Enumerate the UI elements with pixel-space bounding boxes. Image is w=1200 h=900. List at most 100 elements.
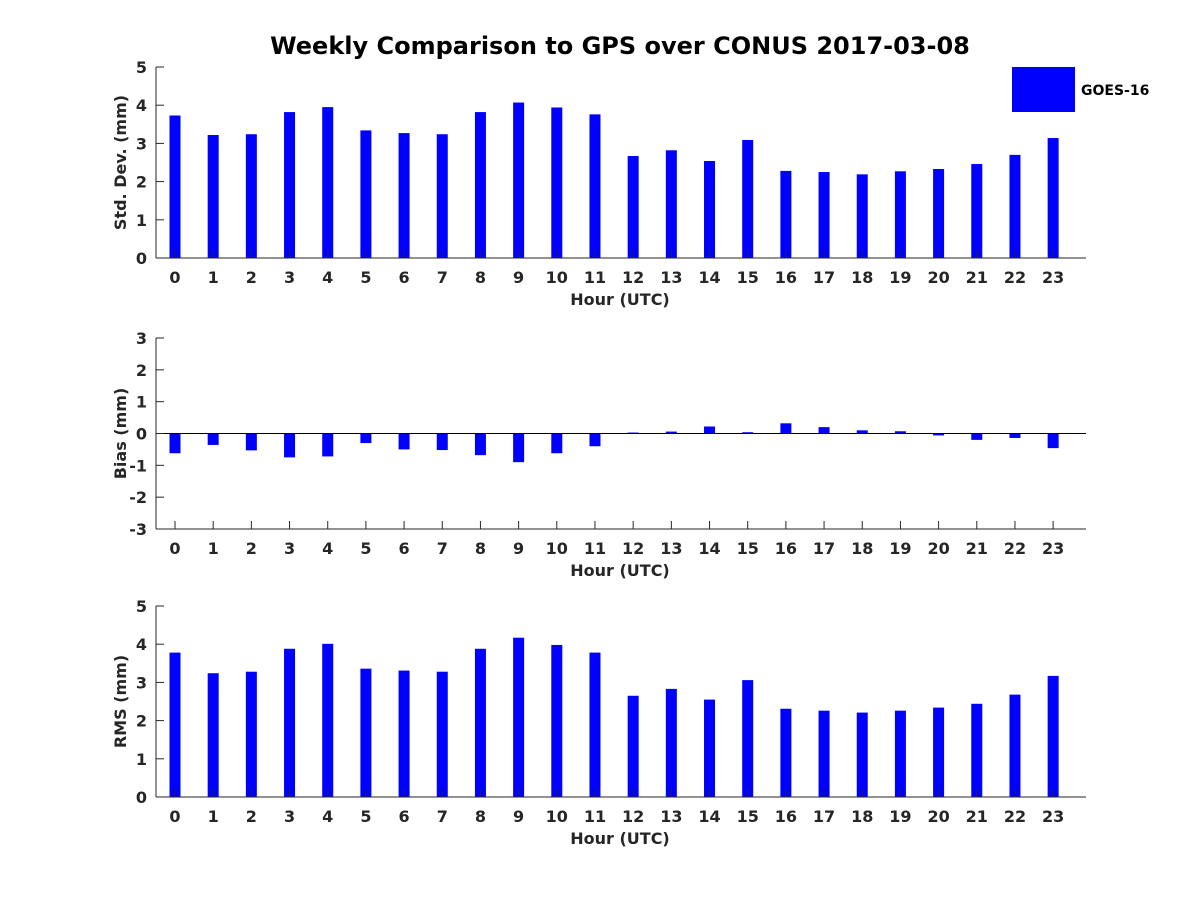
rms-bar-20 <box>933 707 945 797</box>
std-xtick-label: 11 <box>584 268 606 287</box>
bias-xtick-label: 7 <box>437 539 448 558</box>
bias-ytick-label: 2 <box>136 361 147 380</box>
rms-bar-4 <box>322 643 334 797</box>
bias-bar-10 <box>551 433 563 454</box>
bias-bar-16 <box>780 423 792 434</box>
rms-bar-15 <box>742 680 754 797</box>
bias-ytick-label: -2 <box>129 488 147 507</box>
rms-xtick-label: 23 <box>1042 807 1064 826</box>
bias-bar-2 <box>245 433 257 451</box>
rms-bar-16 <box>780 708 792 797</box>
bias-xtick-label: 13 <box>660 539 682 558</box>
std-xtick-label: 6 <box>399 268 410 287</box>
rms-xtick-label: 2 <box>246 807 257 826</box>
bias-xtick-label: 1 <box>208 539 219 558</box>
std-bar-11 <box>589 114 601 259</box>
std-xtick-label: 18 <box>851 268 873 287</box>
bias-bar-17 <box>818 427 830 434</box>
rms-xtick-label: 14 <box>698 807 720 826</box>
bias-bar-9 <box>513 433 525 463</box>
std-xtick-label: 19 <box>889 268 911 287</box>
std-xtick-label: 5 <box>360 268 371 287</box>
std-bar-4 <box>322 107 334 258</box>
rms-bar-21 <box>971 703 983 797</box>
rms-bar-12 <box>627 695 639 797</box>
std-ytick-label: 4 <box>136 96 147 115</box>
bias-bar-22 <box>1009 433 1021 438</box>
std-xtick-label: 20 <box>927 268 949 287</box>
bias-bar-11 <box>589 433 601 447</box>
std-xtick-label: 16 <box>775 268 797 287</box>
rms-xtick-label: 9 <box>513 807 524 826</box>
bias-xtick-label: 16 <box>775 539 797 558</box>
std-ytick-label: 2 <box>136 173 147 192</box>
std-bar-17 <box>818 172 830 258</box>
rms-ytick-label: 4 <box>136 635 147 654</box>
legend-label: GOES-16 <box>1081 83 1149 99</box>
bias-xtick-label: 15 <box>737 539 759 558</box>
rms-bar-7 <box>436 671 448 797</box>
bias-bar-21 <box>971 433 983 440</box>
rms-bar-13 <box>665 688 677 797</box>
std-bar-21 <box>971 164 983 258</box>
bias-xtick-label: 12 <box>622 539 644 558</box>
bias-xtick-label: 23 <box>1042 539 1064 558</box>
std-bar-10 <box>551 107 563 259</box>
std-xtick-label: 13 <box>660 268 682 287</box>
bias-xtick-label: 19 <box>889 539 911 558</box>
std-xtick-label: 2 <box>246 268 257 287</box>
bias-bar-7 <box>436 433 448 451</box>
bias-xtick-label: 20 <box>927 539 949 558</box>
std-xtick-label: 21 <box>966 268 988 287</box>
rms-xtick-label: 13 <box>660 807 682 826</box>
bias-ytick-label: -3 <box>129 520 147 539</box>
std-xtick-label: 8 <box>475 268 486 287</box>
std-x-label: Hour (UTC) <box>570 290 670 309</box>
bias-bar-1 <box>207 433 219 445</box>
bias-xtick-label: 11 <box>584 539 606 558</box>
rms-ytick-label: 1 <box>136 750 147 769</box>
legend-swatch <box>1012 67 1075 112</box>
std-bar-3 <box>284 112 296 258</box>
bias-xtick-label: 3 <box>284 539 295 558</box>
bias-xtick-label: 17 <box>813 539 835 558</box>
rms-xtick-label: 8 <box>475 807 486 826</box>
std-bar-19 <box>894 171 906 258</box>
bias-bar-14 <box>704 426 716 434</box>
std-xtick-label: 3 <box>284 268 295 287</box>
bias-xtick-label: 8 <box>475 539 486 558</box>
rms-bar-1 <box>207 673 219 797</box>
std-bar-9 <box>513 102 525 258</box>
rms-bar-19 <box>894 710 906 797</box>
rms-bar-5 <box>360 668 372 797</box>
std-bar-12 <box>627 156 639 258</box>
bias-ytick-label: 3 <box>136 329 147 348</box>
std-ytick-label: 0 <box>136 249 147 268</box>
rms-xtick-label: 22 <box>1004 807 1026 826</box>
std-xtick-label: 22 <box>1004 268 1026 287</box>
rms-xtick-label: 6 <box>399 807 410 826</box>
bias-bar-3 <box>284 433 296 458</box>
std-xtick-label: 12 <box>622 268 644 287</box>
std-xtick-label: 17 <box>813 268 835 287</box>
rms-x-label: Hour (UTC) <box>570 829 670 848</box>
std-xtick-label: 14 <box>698 268 720 287</box>
bias-bar-18 <box>856 430 868 434</box>
rms-xtick-label: 20 <box>927 807 949 826</box>
std-bar-15 <box>742 139 754 258</box>
rms-bar-23 <box>1047 675 1059 797</box>
bias-bar-13 <box>665 431 677 434</box>
bias-xtick-label: 0 <box>169 539 180 558</box>
std-xtick-label: 9 <box>513 268 524 287</box>
bias-ytick-label: -1 <box>129 456 147 475</box>
rms-xtick-label: 15 <box>737 807 759 826</box>
std-bar-20 <box>933 168 945 258</box>
bias-xtick-label: 10 <box>546 539 568 558</box>
rms-bar-11 <box>589 652 601 797</box>
rms-xtick-label: 5 <box>360 807 371 826</box>
rms-bar-9 <box>513 637 525 797</box>
